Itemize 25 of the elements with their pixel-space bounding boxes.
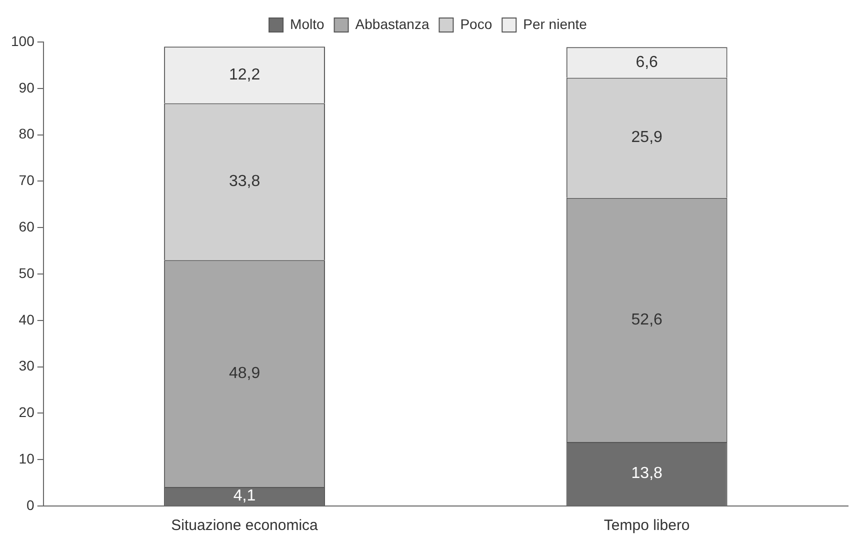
y-tick-label: 40: [18, 311, 35, 328]
data-label: 13,8: [631, 465, 663, 482]
y-tick-label: 50: [18, 264, 35, 281]
legend-label: Poco: [460, 16, 492, 32]
y-tick-label: 20: [18, 404, 35, 420]
y-tick-label: 100: [11, 32, 35, 49]
data-label: 33,8: [228, 173, 260, 190]
legend-label: Abbastanza: [355, 16, 430, 32]
y-tick-label: 70: [18, 172, 35, 188]
data-label: 25,9: [631, 129, 663, 146]
y-tick-label: 10: [18, 450, 35, 466]
data-label: 12,2: [228, 66, 260, 84]
data-label: 48,9: [228, 364, 260, 382]
y-tick-label: 60: [18, 218, 35, 234]
y-tick-label: 0: [26, 496, 35, 513]
y-tick-label: 80: [18, 126, 35, 142]
legend-label: Per niente: [523, 16, 588, 32]
y-tick-label: 30: [18, 358, 35, 374]
x-tick-label: Tempo libero: [604, 517, 690, 534]
data-label: 6,6: [636, 54, 658, 71]
y-tick-label: 90: [18, 79, 35, 96]
legend-label: Molto: [290, 16, 324, 32]
data-label: 4,1: [233, 488, 256, 505]
x-tick-label: Situazione economica: [171, 517, 319, 534]
data-label: 52,6: [631, 311, 663, 328]
